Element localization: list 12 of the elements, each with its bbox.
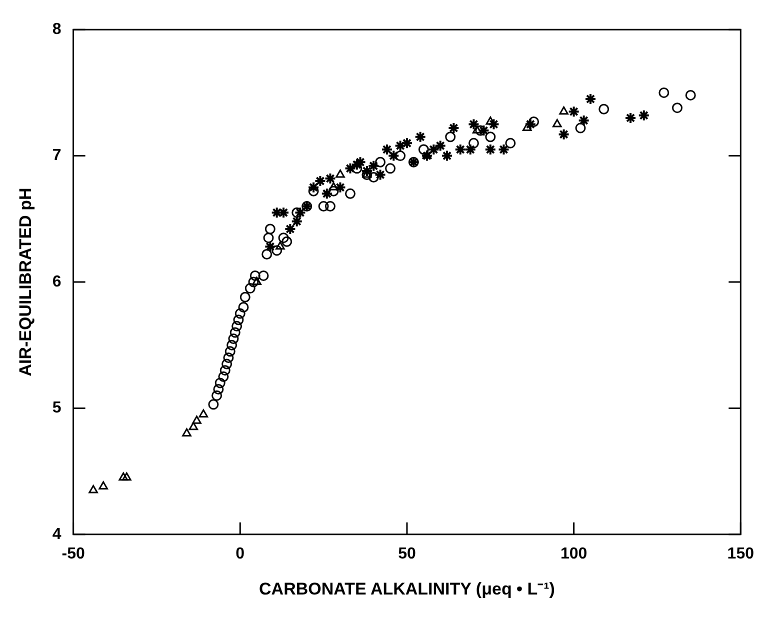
y-tick-label: 8 — [52, 21, 62, 38]
y-tick-label: 6 — [52, 273, 62, 290]
x-axis-title: CARBONATE ALKALINITY (μeq • L⁻¹) — [259, 579, 555, 598]
x-tick-label: -50 — [62, 545, 85, 562]
x-tick-label: 150 — [727, 545, 754, 562]
x-tick-label: 100 — [560, 545, 588, 562]
x-tick-label: 50 — [398, 545, 416, 562]
y-tick-label: 5 — [52, 400, 62, 417]
y-tick-label: 7 — [52, 147, 62, 164]
y-axis-title: AIR-EQUILIBRATED pH — [16, 188, 35, 376]
x-tick-label: 0 — [236, 545, 245, 562]
y-tick-label: 4 — [52, 526, 62, 543]
